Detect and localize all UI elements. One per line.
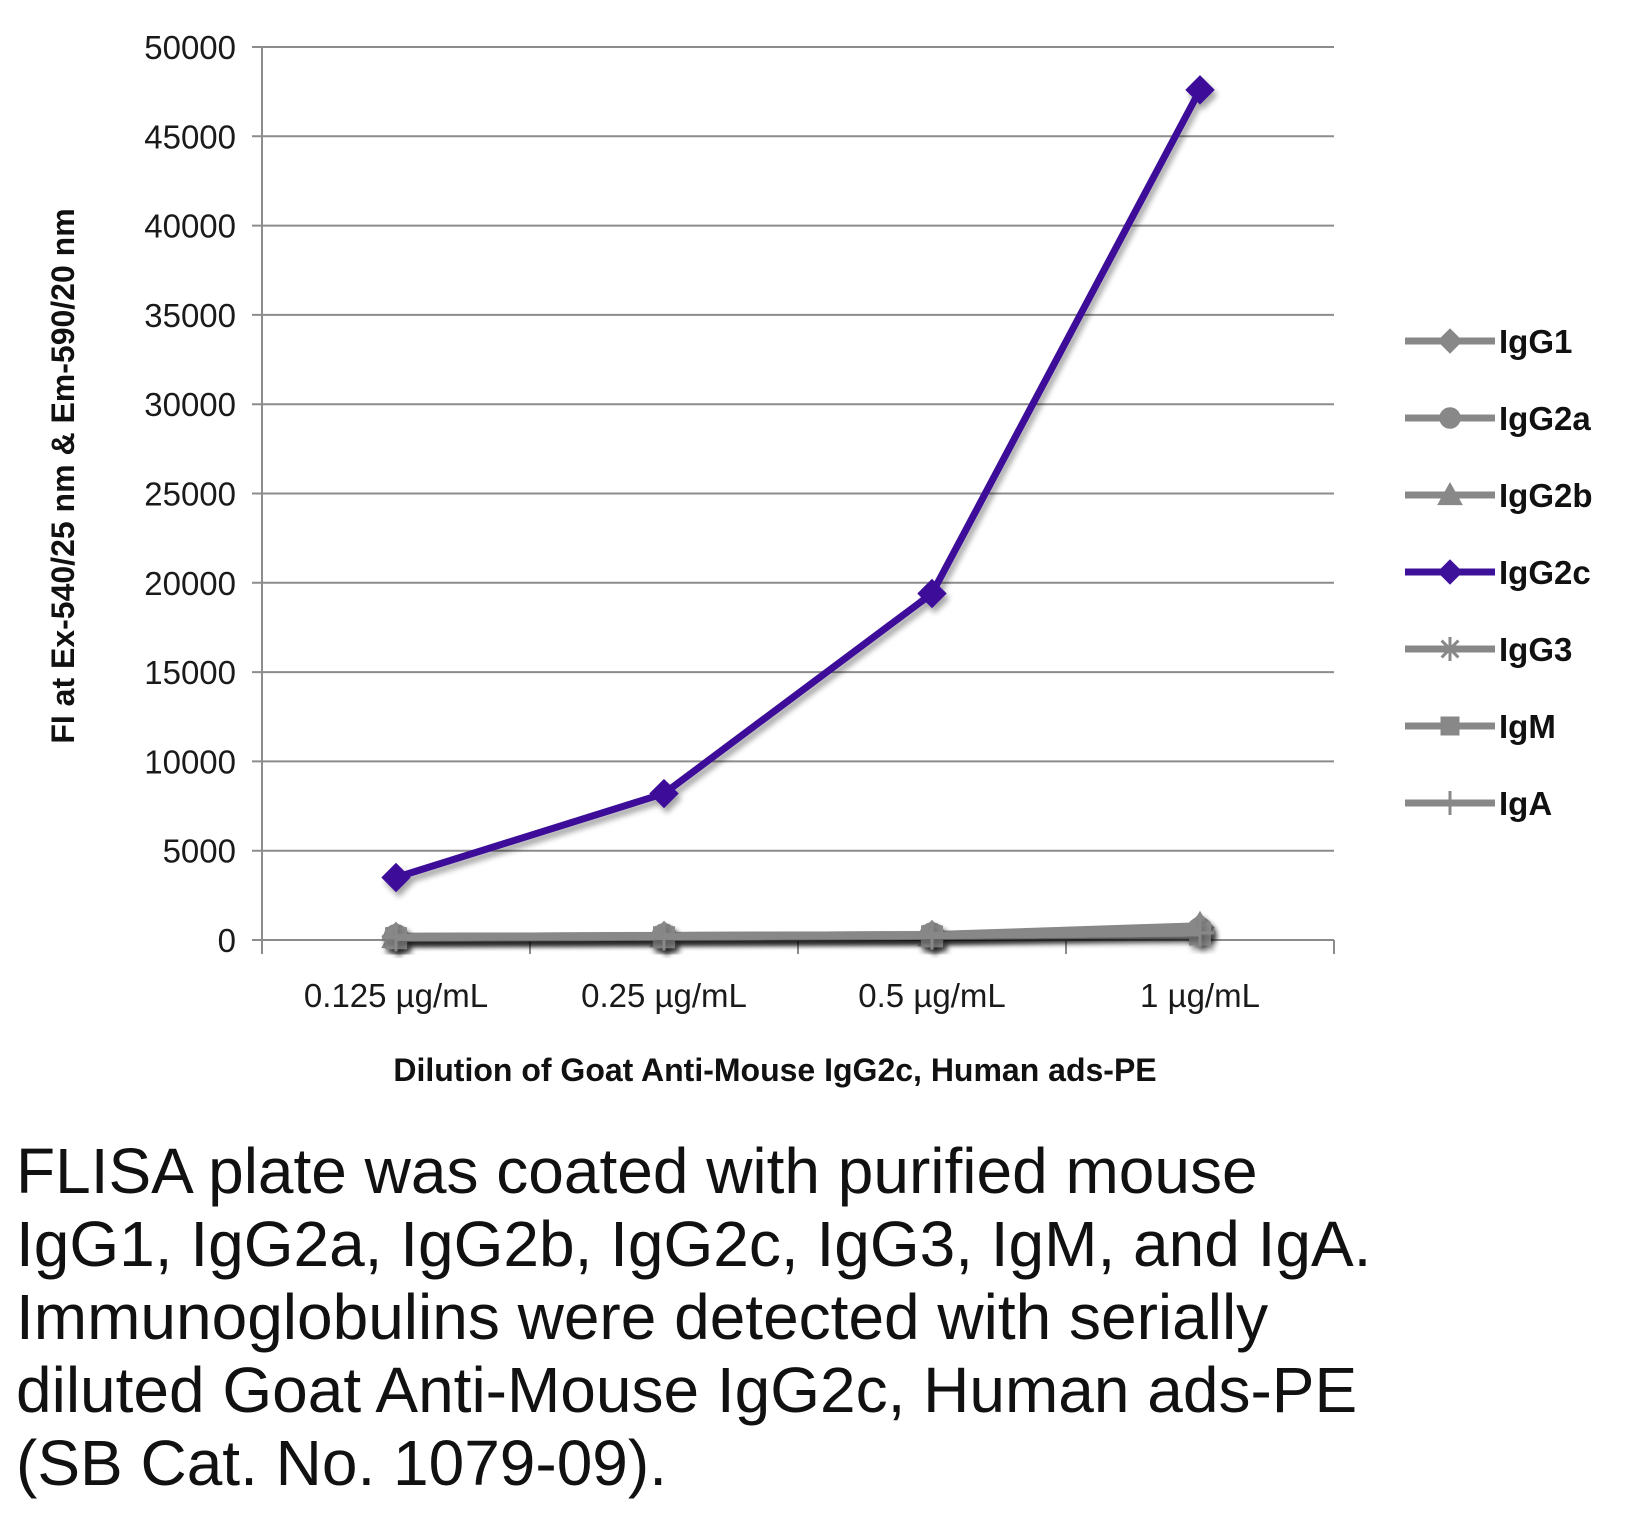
legend-marker — [1439, 407, 1461, 429]
legend-marker — [1438, 791, 1462, 815]
x-tick-label: 0.125 µg/mL — [304, 977, 488, 1014]
legend-label: IgG3 — [1499, 631, 1572, 668]
legend-marker — [1437, 328, 1463, 354]
y-tick-label: 50000 — [144, 29, 236, 66]
y-tick-label: 40000 — [144, 208, 236, 245]
y-tick-label: 25000 — [144, 476, 236, 513]
legend-item-IgM: IgM — [1405, 708, 1556, 745]
gridlines — [252, 46, 1334, 941]
series-line — [394, 88, 1204, 881]
y-tick-label: 5000 — [163, 833, 236, 870]
series-group — [381, 75, 1215, 952]
legend-label: IgA — [1499, 785, 1552, 822]
data-point — [382, 923, 410, 952]
legend-marker — [1440, 716, 1460, 736]
data-point — [918, 921, 946, 950]
legend-marker — [1437, 481, 1463, 506]
legend-item-IgG1: IgG1 — [1405, 323, 1572, 360]
line-chart: 0 5000 10000 15000 20000 25000 30000 35000 40000… — [45, 29, 1593, 1088]
series-IgG2c — [381, 75, 1215, 893]
legend-marker — [1437, 559, 1463, 585]
legend-label: IgM — [1499, 708, 1556, 745]
legend-label: IgG1 — [1499, 323, 1572, 360]
chart-area: 0 5000 10000 15000 20000 25000 30000 35000 40000… — [45, 29, 1593, 1088]
y-tick-label: 30000 — [144, 386, 236, 423]
y-tick-label: 45000 — [144, 118, 236, 155]
data-point — [917, 578, 947, 609]
series-IgA — [382, 918, 1214, 952]
x-tick-label: 0.5 µg/mL — [858, 977, 1005, 1014]
legend-item-IgG2c: IgG2c — [1405, 554, 1591, 591]
series-line — [395, 929, 1201, 941]
legend-item-IgG3: IgG3 — [1405, 631, 1572, 668]
x-tick-labels: 0.125 µg/mL 0.25 µg/mL 0.5 µg/mL 1 µg/mL — [304, 977, 1260, 1014]
x-tick-label: 0.25 µg/mL — [581, 977, 747, 1014]
legend: IgG1 IgG2a IgG2b IgG2c IgG3 IgM IgA — [1405, 323, 1593, 822]
x-tick-label: 1 µg/mL — [1140, 977, 1260, 1014]
data-point — [649, 778, 679, 809]
legend-label: IgG2c — [1499, 554, 1591, 591]
axes — [252, 47, 1335, 954]
y-tick-label: 15000 — [144, 654, 236, 691]
y-tick-label: 10000 — [144, 743, 236, 780]
figure-caption: FLISA plate was coated with purified mou… — [16, 1135, 1372, 1499]
x-axis-title: Dilution of Goat Anti-Mouse IgG2c, Human… — [393, 1052, 1156, 1088]
legend-label: IgG2b — [1499, 477, 1593, 514]
legend-item-IgA: IgA — [1405, 785, 1552, 822]
data-point — [1185, 75, 1215, 105]
legend-item-IgG2b: IgG2b — [1405, 477, 1593, 514]
data-point — [1186, 918, 1214, 947]
y-tick-labels: 0 5000 10000 15000 20000 25000 30000 35000 40000… — [144, 29, 236, 959]
data-point — [381, 862, 411, 893]
y-tick-label: 35000 — [144, 297, 236, 334]
legend-item-IgG2a: IgG2a — [1405, 400, 1591, 437]
y-tick-label: 0 — [218, 922, 236, 959]
y-tick-label: 20000 — [144, 565, 236, 602]
legend-marker — [1438, 637, 1462, 661]
y-axis-title: FI at Ex-540/25 nm & Em-590/20 nm — [45, 208, 81, 743]
legend-label: IgG2a — [1499, 400, 1591, 437]
data-point — [650, 922, 678, 951]
